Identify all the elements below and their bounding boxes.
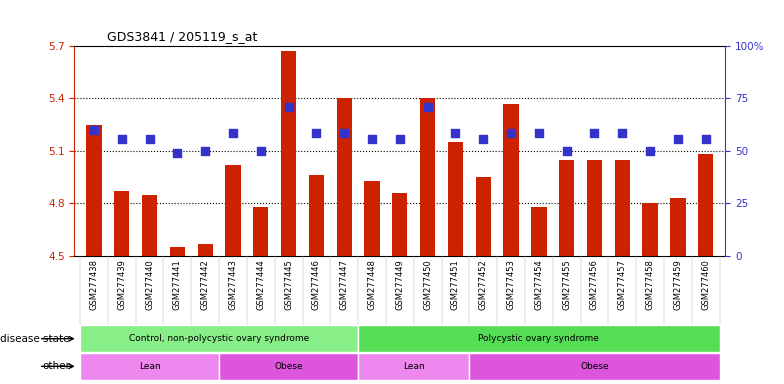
Text: GSM277453: GSM277453 — [506, 259, 516, 310]
Bar — [309, 175, 324, 256]
Text: Polycystic ovary syndrome: Polycystic ovary syndrome — [478, 334, 599, 343]
Bar — [615, 160, 630, 256]
Text: GSM277458: GSM277458 — [645, 259, 655, 310]
Point — [699, 136, 712, 142]
Point — [88, 127, 100, 133]
Text: Control, non-polycystic ovary syndrome: Control, non-polycystic ovary syndrome — [129, 334, 309, 343]
Point — [477, 136, 489, 142]
Bar — [80, 325, 358, 352]
Point — [199, 148, 212, 154]
Bar — [169, 247, 185, 256]
Text: GSM277444: GSM277444 — [256, 259, 265, 310]
Text: GSM277441: GSM277441 — [172, 259, 182, 310]
Bar — [80, 353, 219, 380]
Text: GSM277455: GSM277455 — [562, 259, 572, 310]
Point — [532, 131, 545, 137]
Bar — [587, 160, 602, 256]
Point — [171, 150, 183, 156]
Point — [561, 148, 573, 154]
Bar — [476, 177, 491, 256]
Text: GSM277446: GSM277446 — [312, 259, 321, 310]
Bar — [365, 180, 379, 256]
Bar — [114, 191, 129, 256]
Point — [310, 131, 323, 137]
Point — [282, 104, 295, 110]
Point — [505, 131, 517, 137]
Bar — [281, 51, 296, 256]
Bar — [470, 353, 720, 380]
Text: GSM277457: GSM277457 — [618, 259, 627, 310]
Text: GSM277449: GSM277449 — [395, 259, 405, 310]
Bar — [358, 325, 720, 352]
Point — [421, 104, 434, 110]
Text: Lean: Lean — [403, 362, 425, 371]
Bar — [253, 207, 268, 256]
Point — [394, 136, 406, 142]
Bar — [142, 195, 158, 256]
Text: GSM277456: GSM277456 — [590, 259, 599, 310]
Bar — [642, 204, 658, 256]
Text: GSM277439: GSM277439 — [118, 259, 126, 310]
Text: other: other — [42, 361, 70, 371]
Bar — [420, 98, 435, 256]
Bar — [559, 160, 575, 256]
Bar — [698, 154, 713, 256]
Point — [255, 148, 267, 154]
Text: Lean: Lean — [139, 362, 161, 371]
Bar — [532, 207, 546, 256]
Text: GSM277442: GSM277442 — [201, 259, 209, 310]
Bar — [358, 353, 470, 380]
Text: GSM277448: GSM277448 — [368, 259, 376, 310]
Bar — [219, 353, 358, 380]
Text: GSM277454: GSM277454 — [535, 259, 543, 310]
Point — [338, 131, 350, 137]
Text: GSM277460: GSM277460 — [701, 259, 710, 310]
Text: GSM277443: GSM277443 — [228, 259, 238, 310]
Text: GSM277445: GSM277445 — [284, 259, 293, 310]
Text: GSM277447: GSM277447 — [339, 259, 349, 310]
Text: GDS3841 / 205119_s_at: GDS3841 / 205119_s_at — [107, 30, 257, 43]
Text: Obese: Obese — [274, 362, 303, 371]
Point — [115, 136, 128, 142]
Point — [616, 131, 629, 137]
Text: GSM277440: GSM277440 — [145, 259, 154, 310]
Point — [449, 131, 462, 137]
Point — [143, 136, 156, 142]
Text: disease state: disease state — [0, 334, 70, 344]
Point — [644, 148, 656, 154]
Text: GSM277459: GSM277459 — [673, 259, 682, 310]
Bar — [336, 98, 352, 256]
Bar — [198, 243, 212, 256]
Bar — [225, 165, 241, 256]
Bar — [86, 125, 102, 256]
Point — [227, 131, 239, 137]
Text: GSM277438: GSM277438 — [89, 259, 99, 310]
Bar — [392, 193, 408, 256]
Point — [588, 131, 601, 137]
Bar — [503, 104, 519, 256]
Point — [672, 136, 684, 142]
Bar — [670, 198, 685, 256]
Point — [366, 136, 379, 142]
Text: GSM277450: GSM277450 — [423, 259, 432, 310]
Bar — [448, 142, 463, 256]
Text: Obese: Obese — [580, 362, 609, 371]
Text: GSM277452: GSM277452 — [479, 259, 488, 310]
Text: GSM277451: GSM277451 — [451, 259, 460, 310]
